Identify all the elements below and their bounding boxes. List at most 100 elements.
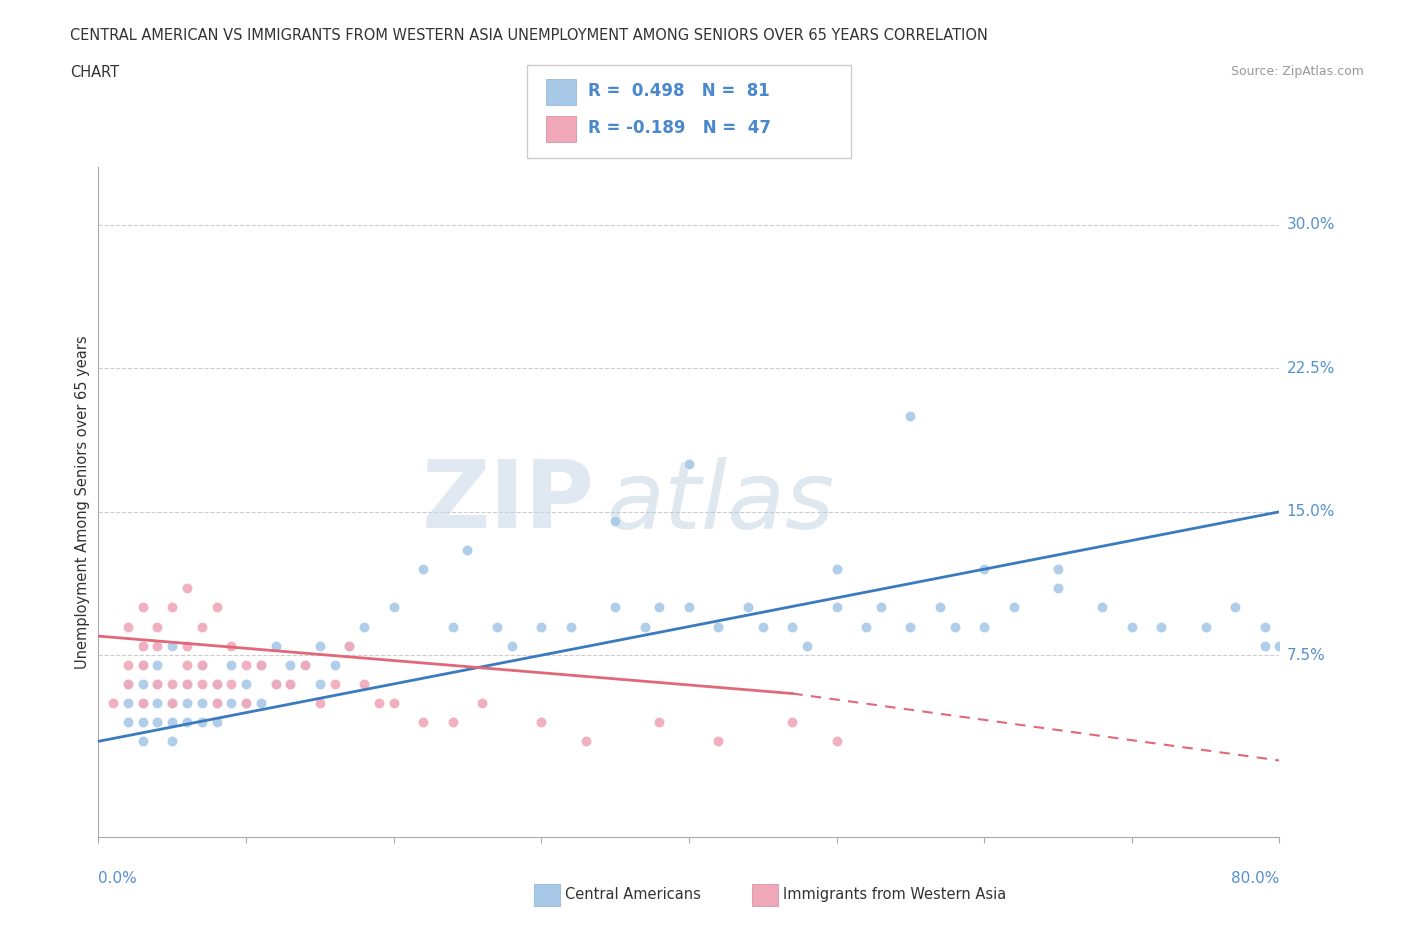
Point — [264, 676, 287, 691]
Text: Source: ZipAtlas.com: Source: ZipAtlas.com — [1230, 65, 1364, 78]
Point — [176, 676, 198, 691]
Point — [707, 734, 730, 749]
Point — [205, 676, 228, 691]
Point — [250, 658, 273, 672]
Point — [782, 715, 804, 730]
Point — [162, 696, 183, 711]
Point — [146, 676, 169, 691]
Point — [132, 734, 155, 749]
Point — [825, 562, 848, 577]
Point — [796, 638, 818, 653]
Point — [132, 638, 155, 653]
Point — [309, 696, 332, 711]
Point — [235, 658, 257, 672]
Point — [1254, 638, 1277, 653]
Text: 7.5%: 7.5% — [1286, 648, 1326, 663]
Point — [132, 696, 155, 711]
Point — [943, 619, 966, 634]
Point — [132, 600, 155, 615]
Text: atlas: atlas — [606, 457, 835, 548]
Point — [412, 562, 434, 577]
Point — [1121, 619, 1143, 634]
Point — [162, 696, 183, 711]
Point — [1046, 581, 1069, 596]
Point — [456, 542, 478, 557]
Point — [191, 676, 214, 691]
Point — [235, 696, 257, 711]
Point — [219, 696, 242, 711]
Point — [1091, 600, 1114, 615]
Point — [382, 600, 405, 615]
Point — [751, 619, 773, 634]
Point — [855, 619, 877, 634]
Point — [1002, 600, 1025, 615]
Point — [205, 715, 228, 730]
Point — [501, 638, 523, 653]
Point — [737, 600, 759, 615]
Text: R = -0.189   N =  47: R = -0.189 N = 47 — [588, 119, 770, 138]
Point — [176, 581, 198, 596]
Point — [117, 619, 139, 634]
Text: ZIP: ZIP — [422, 457, 595, 548]
Text: 15.0%: 15.0% — [1286, 504, 1334, 519]
Point — [278, 658, 302, 672]
Point — [146, 676, 169, 691]
Point — [191, 715, 214, 730]
Point — [309, 676, 332, 691]
Text: 0.0%: 0.0% — [98, 871, 138, 886]
Point — [1223, 600, 1246, 615]
Point — [294, 658, 316, 672]
Point — [191, 658, 214, 672]
Point — [117, 676, 139, 691]
Point — [309, 638, 332, 653]
Point — [973, 619, 995, 634]
Point — [250, 658, 273, 672]
Point — [278, 676, 302, 691]
Point — [132, 696, 155, 711]
Point — [486, 619, 509, 634]
Text: 80.0%: 80.0% — [1232, 871, 1279, 886]
Point — [648, 715, 671, 730]
Point — [441, 619, 464, 634]
Point — [471, 696, 494, 711]
Point — [264, 676, 287, 691]
Point — [146, 715, 169, 730]
Point — [191, 696, 214, 711]
Point — [235, 696, 257, 711]
Point — [117, 696, 139, 711]
Text: 30.0%: 30.0% — [1286, 218, 1334, 232]
Point — [973, 562, 995, 577]
Point — [162, 638, 183, 653]
Point — [132, 676, 155, 691]
Point — [707, 619, 730, 634]
Point — [294, 658, 316, 672]
Point — [1254, 619, 1277, 634]
Point — [191, 658, 214, 672]
Text: 22.5%: 22.5% — [1286, 361, 1334, 376]
Point — [441, 715, 464, 730]
Point — [176, 696, 198, 711]
Text: CHART: CHART — [70, 65, 120, 80]
Point — [368, 696, 391, 711]
Point — [412, 715, 434, 730]
Point — [162, 734, 183, 749]
Point — [117, 658, 139, 672]
Point — [146, 638, 169, 653]
Point — [191, 619, 214, 634]
Point — [219, 638, 242, 653]
Point — [205, 676, 228, 691]
Point — [162, 600, 183, 615]
Point — [1046, 562, 1069, 577]
Point — [1150, 619, 1173, 634]
Point — [132, 658, 155, 672]
Point — [205, 696, 228, 711]
Point — [678, 457, 700, 472]
Point — [132, 715, 155, 730]
Point — [146, 619, 169, 634]
Point — [900, 408, 922, 423]
Point — [205, 696, 228, 711]
Point — [825, 734, 848, 749]
Point — [605, 514, 627, 529]
Point — [928, 600, 950, 615]
Point — [633, 619, 655, 634]
